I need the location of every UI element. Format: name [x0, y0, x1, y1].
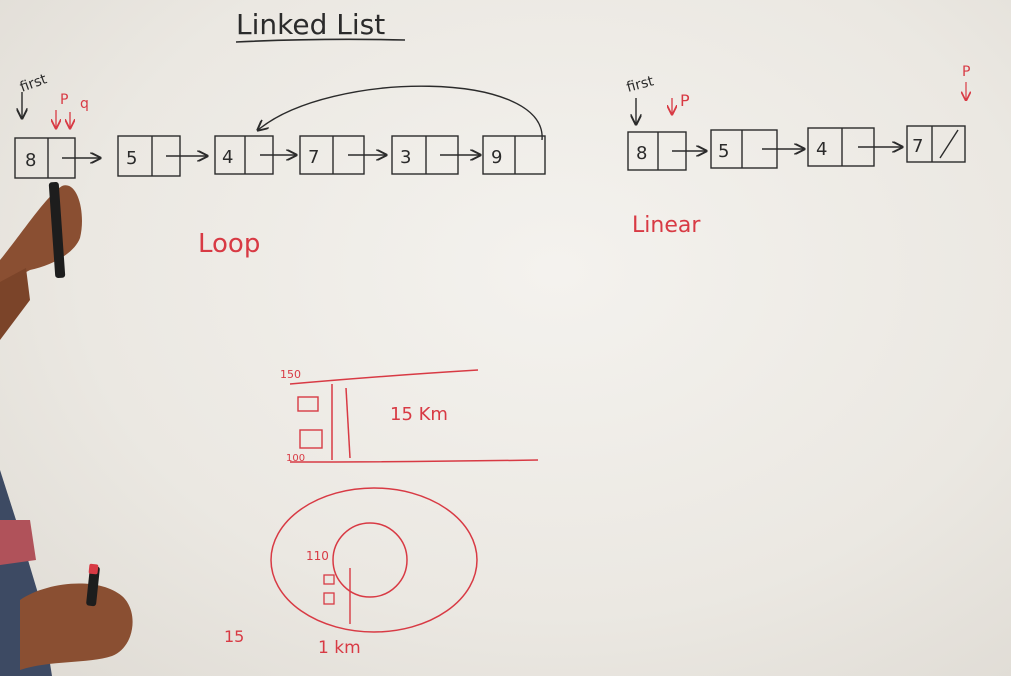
linear-node-3: 7	[906, 125, 966, 163]
null-slash	[939, 129, 959, 159]
loop-back-link	[258, 85, 543, 141]
loop-node-1-value: 5	[126, 148, 137, 169]
track-distance-label: 1 km	[318, 638, 361, 658]
title-underline	[235, 38, 406, 43]
linear-node-3-value: 7	[912, 136, 923, 157]
linear-node-0-value: 8	[636, 143, 647, 164]
loop-list: first P q 8 5 4 7	[14, 71, 546, 259]
road-distance-label: 15 Km	[390, 404, 448, 425]
board-title: Linked List	[236, 8, 385, 41]
linear-first-label: first	[625, 73, 656, 96]
linear-stray-pointer: P	[962, 64, 970, 80]
loop-node-4-value: 3	[400, 147, 411, 168]
loop-pointer-p: P	[60, 92, 68, 108]
linear-node-1-value: 5	[718, 141, 729, 162]
red-marker	[86, 565, 100, 607]
track-inner-value: 110	[306, 549, 329, 563]
track-inner	[332, 522, 408, 598]
road-top-value: 150	[280, 368, 301, 381]
loop-node-2-value: 4	[222, 147, 233, 168]
loop-node-3-value: 7	[308, 147, 319, 168]
road-bottom-value: 100	[286, 453, 305, 464]
black-marker	[48, 181, 66, 279]
track-diagram: 110 15 1 km	[224, 487, 478, 658]
road-car-top	[297, 396, 319, 412]
linear-caption: Linear	[632, 213, 701, 238]
presenter	[0, 181, 133, 676]
lower-hand	[20, 583, 133, 670]
road-diagram: 150 100 15 Km	[280, 368, 539, 464]
loop-node-5-value: 9	[491, 147, 502, 168]
upper-hand	[0, 185, 82, 286]
loop-node-5: 9	[482, 135, 546, 175]
linear-node-2-value: 4	[816, 139, 827, 160]
loop-pointer-q: q	[80, 96, 89, 112]
loop-node-0-value: 8	[25, 150, 36, 171]
loop-caption: Loop	[198, 229, 260, 259]
track-outer	[270, 487, 478, 633]
linear-list: first P P 8 5 4 7 Linear	[625, 64, 971, 238]
road-car-bottom	[299, 429, 323, 449]
track-laps-label: 15	[224, 627, 244, 646]
linear-pointer-p: P	[680, 91, 690, 110]
